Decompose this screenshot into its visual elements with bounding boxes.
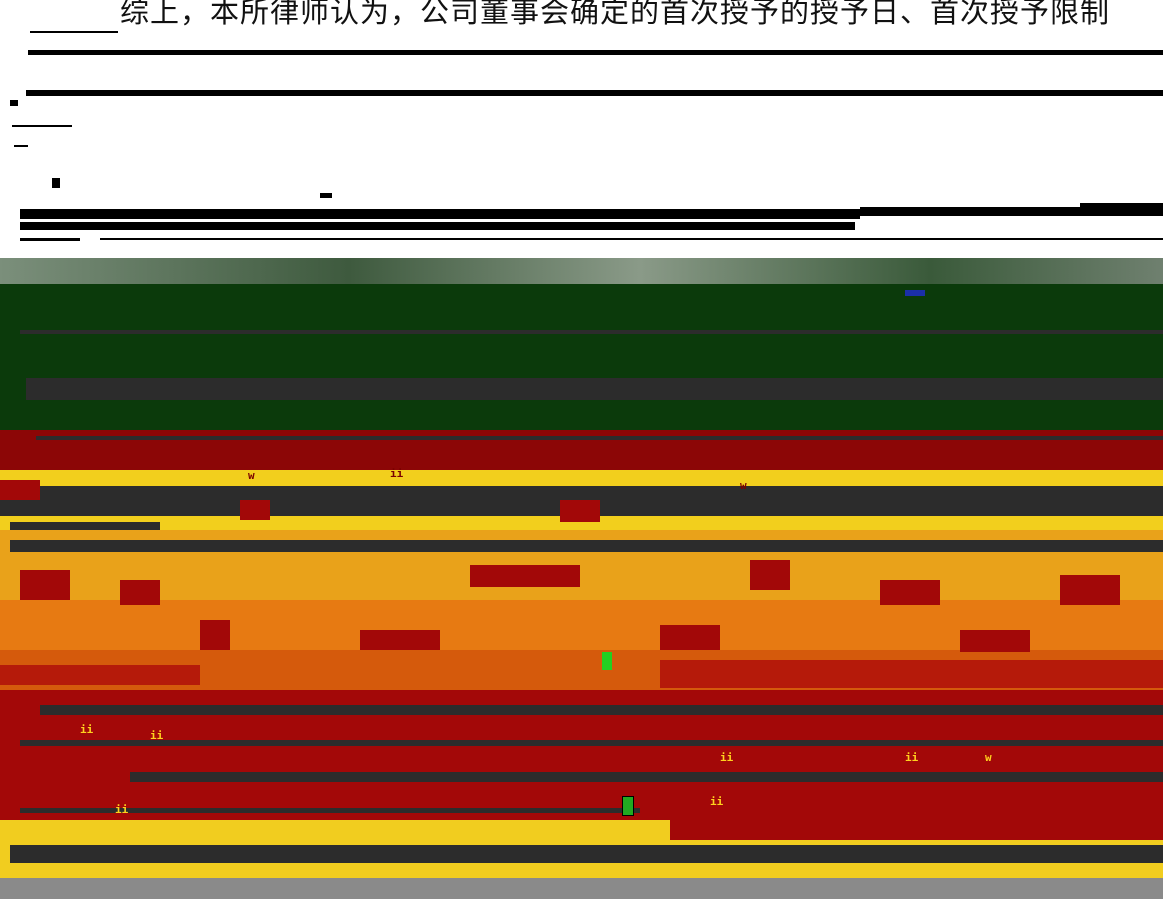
- noise-glyph: ii: [905, 751, 919, 764]
- dark-bar: [40, 705, 1163, 715]
- green-marker: [622, 796, 634, 816]
- rule-4: [20, 222, 855, 230]
- block: [0, 665, 200, 685]
- block: [240, 500, 270, 520]
- artifact-mark: [12, 125, 72, 127]
- block: [660, 660, 1163, 688]
- dark-bar: [10, 845, 1163, 863]
- block: [120, 580, 160, 605]
- noise-glyph: ii: [710, 795, 724, 808]
- block: [880, 580, 940, 605]
- rule-8: [20, 238, 80, 241]
- dark-bar: [20, 330, 1163, 334]
- dark-bar: [10, 540, 1163, 552]
- block: [660, 625, 720, 650]
- blue-marker: [905, 290, 925, 296]
- block: [670, 820, 1163, 840]
- dark-bar: [130, 772, 1163, 782]
- block: [960, 630, 1030, 652]
- green-band-light: [0, 258, 1163, 284]
- dark-bar: [20, 740, 1163, 746]
- footer-gray: [0, 878, 1163, 899]
- artifact-mark: [320, 193, 332, 198]
- dark-bar: [36, 436, 1163, 440]
- rule-2: [26, 90, 1163, 96]
- rule-1: [28, 50, 1163, 55]
- green-band: [0, 258, 1163, 430]
- noise-glyph: w: [985, 751, 992, 764]
- block: [1060, 575, 1120, 605]
- noise-glyph: ii: [80, 723, 94, 736]
- noise-glyph: w: [740, 479, 747, 492]
- document-heading: 综上，本所律师认为，公司董事会确定的首次授予的授予日、首次授予限制: [120, 0, 1111, 29]
- block: [750, 560, 790, 590]
- block: [470, 565, 580, 587]
- rule-6: [1080, 203, 1163, 207]
- green-marker: [602, 652, 612, 670]
- noise-glyph: ii: [150, 729, 164, 742]
- dark-bar: [20, 808, 640, 813]
- noise-glyph: ii: [390, 467, 404, 480]
- artifact-mark: [14, 145, 28, 147]
- block: [0, 480, 40, 500]
- block: [560, 500, 600, 522]
- noise-glyph: w: [248, 469, 255, 482]
- artifact-mark: [10, 100, 18, 106]
- heading-underline: [30, 31, 118, 33]
- noise-glyph: ii: [115, 803, 129, 816]
- dark-bar: [26, 378, 1163, 400]
- block: [20, 570, 70, 600]
- block: [360, 630, 440, 650]
- artifact-mark: [52, 178, 60, 188]
- rule-5: [860, 207, 1163, 216]
- block: [200, 620, 230, 650]
- dark-bar: [10, 522, 160, 530]
- rule-3: [20, 209, 860, 219]
- rule-7: [100, 238, 1163, 240]
- noise-glyph: ii: [720, 751, 734, 764]
